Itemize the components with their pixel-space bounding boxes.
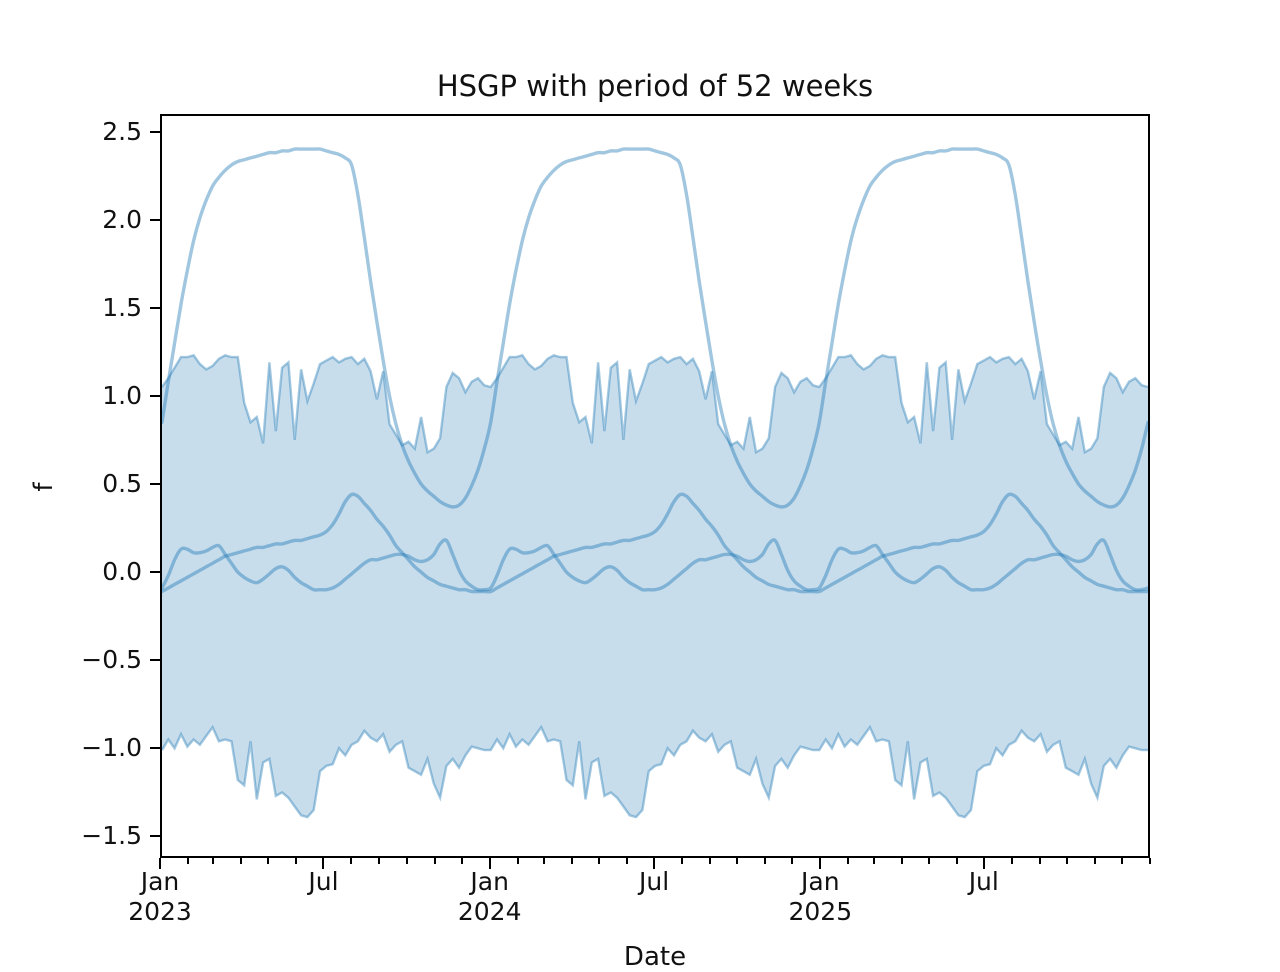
x-minor-tick-mark bbox=[542, 858, 545, 864]
x-minor-tick-mark bbox=[1010, 858, 1013, 864]
gp-sample-small-line bbox=[162, 538, 1148, 592]
y-tick-label: −1.0 bbox=[81, 733, 142, 763]
x-major-tick-mark bbox=[653, 858, 656, 869]
x-minor-tick-mark bbox=[872, 858, 875, 864]
x-minor-tick-mark bbox=[1038, 858, 1041, 864]
y-tick-label: 1.0 bbox=[102, 380, 142, 410]
y-tick-label: 1.5 bbox=[102, 292, 142, 322]
y-tick-label: 2.5 bbox=[102, 116, 142, 146]
x-minor-tick-mark bbox=[295, 858, 298, 864]
x-tick-label: Jan 2025 bbox=[788, 867, 853, 926]
x-minor-tick-mark bbox=[1093, 858, 1096, 864]
x-major-tick-mark bbox=[819, 858, 822, 869]
y-tick-mark bbox=[150, 659, 160, 662]
x-minor-tick-mark bbox=[350, 858, 353, 864]
y-tick-mark bbox=[150, 835, 160, 838]
x-minor-tick-mark bbox=[955, 858, 958, 864]
x-minor-tick-mark bbox=[187, 858, 189, 864]
x-tick-label: Jul bbox=[308, 867, 339, 896]
x-minor-tick-mark bbox=[570, 858, 573, 864]
y-tick-label: 2.0 bbox=[102, 204, 142, 234]
x-minor-tick-mark bbox=[791, 858, 794, 864]
x-minor-tick-mark bbox=[1065, 858, 1068, 864]
x-major-tick-mark bbox=[982, 858, 985, 869]
x-minor-tick-mark bbox=[597, 858, 600, 864]
y-tick-mark bbox=[150, 130, 160, 133]
x-axis-label: Date bbox=[623, 942, 687, 972]
y-tick-mark bbox=[150, 571, 160, 574]
x-minor-tick-mark bbox=[240, 858, 243, 864]
x-minor-tick-mark bbox=[1120, 858, 1123, 864]
chart-canvas bbox=[162, 147, 1148, 819]
hdi-upper-edge-line bbox=[162, 353, 1148, 455]
chart-title: HSGP with period of 52 weeks bbox=[436, 69, 874, 103]
x-minor-tick-mark bbox=[212, 858, 215, 864]
y-tick-label: 0.0 bbox=[102, 557, 142, 587]
x-tick-label: Jul bbox=[639, 867, 670, 896]
hdi-lower-edge-line bbox=[162, 724, 1148, 819]
x-minor-tick-mark bbox=[681, 858, 684, 864]
x-minor-tick-mark bbox=[736, 858, 739, 864]
plot-area bbox=[160, 114, 1150, 858]
x-major-tick-mark bbox=[159, 858, 161, 869]
x-tick-label: Jul bbox=[968, 867, 999, 896]
y-tick-label: −0.5 bbox=[81, 645, 142, 675]
y-tick-mark bbox=[150, 482, 160, 485]
x-tick-label: Jan 2023 bbox=[128, 867, 192, 926]
x-minor-tick-mark bbox=[378, 858, 381, 864]
x-minor-tick-mark bbox=[405, 858, 408, 864]
x-minor-tick-mark bbox=[267, 858, 270, 864]
x-minor-tick-mark bbox=[847, 858, 850, 864]
x-minor-tick-mark bbox=[460, 858, 463, 864]
x-major-tick-mark bbox=[488, 858, 491, 869]
x-minor-tick-mark bbox=[927, 858, 930, 864]
x-minor-tick-mark bbox=[900, 858, 903, 864]
y-tick-label: −1.5 bbox=[81, 821, 142, 851]
x-minor-tick-mark bbox=[709, 858, 712, 864]
y-tick-mark bbox=[150, 394, 160, 397]
hdi-band bbox=[162, 355, 1148, 818]
y-tick-mark bbox=[150, 218, 160, 221]
x-minor-tick-mark bbox=[516, 858, 519, 864]
y-tick-mark bbox=[150, 306, 160, 309]
x-major-tick-mark bbox=[322, 858, 325, 869]
y-tick-mark bbox=[150, 747, 160, 750]
gp-sample-medium-line bbox=[162, 492, 1148, 594]
x-minor-tick-mark bbox=[764, 858, 767, 864]
x-minor-tick-mark bbox=[1149, 858, 1151, 864]
gp-sample-large-line bbox=[162, 147, 1148, 509]
y-tick-label: 0.5 bbox=[102, 468, 142, 498]
x-minor-tick-mark bbox=[433, 858, 436, 864]
x-minor-tick-mark bbox=[625, 858, 628, 864]
x-tick-label: Jan 2024 bbox=[457, 867, 522, 926]
